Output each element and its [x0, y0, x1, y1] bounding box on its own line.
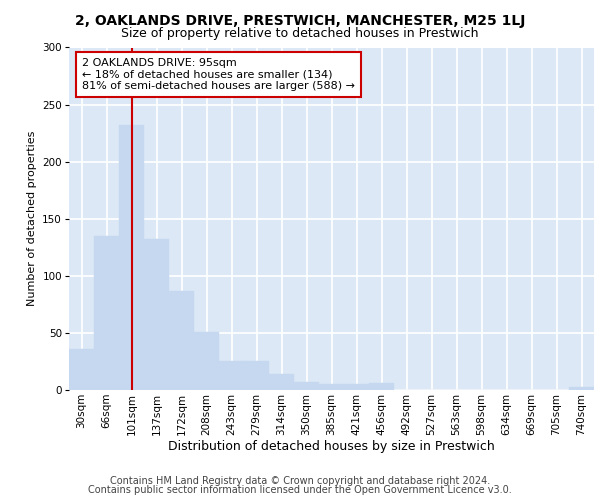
Text: Size of property relative to detached houses in Prestwich: Size of property relative to detached ho…: [121, 28, 479, 40]
Text: Contains public sector information licensed under the Open Government Licence v3: Contains public sector information licen…: [88, 485, 512, 495]
Bar: [169, 290, 194, 390]
Bar: [319, 384, 344, 390]
Text: 2 OAKLANDS DRIVE: 95sqm
← 18% of detached houses are smaller (134)
81% of semi-d: 2 OAKLANDS DRIVE: 95sqm ← 18% of detache…: [82, 58, 355, 91]
Y-axis label: Number of detached properties: Number of detached properties: [27, 131, 37, 306]
Bar: [294, 382, 319, 390]
Bar: [119, 125, 144, 390]
Bar: [344, 384, 369, 390]
Bar: [219, 362, 244, 390]
Bar: [569, 386, 594, 390]
Bar: [194, 332, 219, 390]
Bar: [244, 362, 269, 390]
Text: 2, OAKLANDS DRIVE, PRESTWICH, MANCHESTER, M25 1LJ: 2, OAKLANDS DRIVE, PRESTWICH, MANCHESTER…: [75, 14, 525, 28]
Text: Contains HM Land Registry data © Crown copyright and database right 2024.: Contains HM Land Registry data © Crown c…: [110, 476, 490, 486]
Bar: [369, 383, 394, 390]
Bar: [94, 236, 119, 390]
Bar: [69, 349, 94, 390]
X-axis label: Distribution of detached houses by size in Prestwich: Distribution of detached houses by size …: [168, 440, 495, 454]
Bar: [269, 374, 294, 390]
Bar: [144, 240, 169, 390]
